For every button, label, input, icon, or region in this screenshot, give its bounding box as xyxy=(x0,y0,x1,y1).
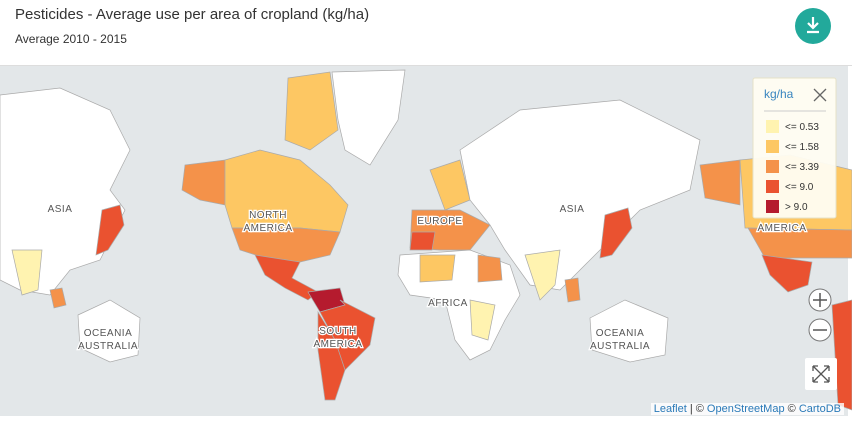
download-icon xyxy=(807,17,819,34)
country xyxy=(231,227,341,263)
country xyxy=(761,254,813,293)
zoom-in-icon xyxy=(813,293,827,307)
continent-label: ASIA xyxy=(48,204,73,215)
zoom-controls xyxy=(805,288,837,390)
continent-label: AMERICA xyxy=(757,223,806,234)
legend: kg/ha <= 0.53 <= 1.58 <= 3.39 <= 9.0 > 9.0 xyxy=(752,77,837,219)
country xyxy=(11,249,43,296)
leaflet-link[interactable]: Leaflet xyxy=(653,403,687,415)
legend-swatch xyxy=(766,120,779,133)
country xyxy=(599,207,633,259)
legend-swatch xyxy=(766,200,779,213)
continent-label: AMERICA xyxy=(243,223,292,234)
continent-label: EUROPE xyxy=(417,216,462,227)
country xyxy=(224,149,349,233)
continent-label: AFRICA xyxy=(428,298,468,309)
australia xyxy=(589,299,669,363)
legend-swatch xyxy=(766,180,779,193)
title: Pesticides - Average use per area of cro… xyxy=(15,6,370,23)
countries xyxy=(0,69,852,411)
country xyxy=(317,310,346,401)
legend-close[interactable] xyxy=(813,88,827,102)
carto-link[interactable]: CartoDB xyxy=(798,403,841,415)
country xyxy=(284,71,339,151)
legend-swatch xyxy=(766,140,779,153)
country xyxy=(564,277,581,303)
greenland xyxy=(331,69,406,166)
separator: | © xyxy=(689,403,704,415)
country xyxy=(747,227,852,259)
legend-label: > 9.0 xyxy=(785,202,808,213)
country xyxy=(49,287,67,309)
subtitle: Average 2010 - 2015 xyxy=(15,32,127,46)
legend-label: <= 1.58 xyxy=(785,142,819,153)
legend-label: <= 0.53 xyxy=(785,122,819,133)
country xyxy=(95,204,125,256)
legend-title: kg/ha xyxy=(764,87,794,101)
continent-label: AMERICA xyxy=(313,339,362,350)
country xyxy=(477,254,503,283)
legend-items: <= 0.53 <= 1.58 <= 3.39 <= 9.0 > 9.0 xyxy=(766,120,819,213)
country xyxy=(181,159,226,206)
country xyxy=(419,254,456,283)
legend-label: <= 3.39 xyxy=(785,162,819,173)
country xyxy=(524,249,561,301)
country xyxy=(409,231,436,251)
continent-label: OCEANIA xyxy=(596,328,645,339)
country xyxy=(469,299,496,341)
continent-label: SOUTH xyxy=(319,326,357,337)
osm-link[interactable]: OpenStreetMap xyxy=(706,403,785,415)
continent-labels: ASIA ASIA NORTH AMERICA AMERICA EUROPE A… xyxy=(46,203,807,354)
separator: © xyxy=(787,403,796,415)
legend-swatch xyxy=(766,160,779,173)
asia xyxy=(459,99,701,291)
legend-label: <= 9.0 xyxy=(785,182,814,193)
continent-label: ASIA xyxy=(560,204,585,215)
country xyxy=(699,159,741,206)
continent-label: AUSTRALIA xyxy=(590,341,650,352)
attribution: Leaflet | © OpenStreetMap © CartoDB xyxy=(650,403,844,415)
fullscreen-icon xyxy=(812,365,830,383)
australia-west xyxy=(77,299,141,363)
continent-label: AUSTRALIA xyxy=(78,341,138,352)
continent-label: NORTH xyxy=(249,210,287,221)
continent-label: OCEANIA xyxy=(84,328,133,339)
